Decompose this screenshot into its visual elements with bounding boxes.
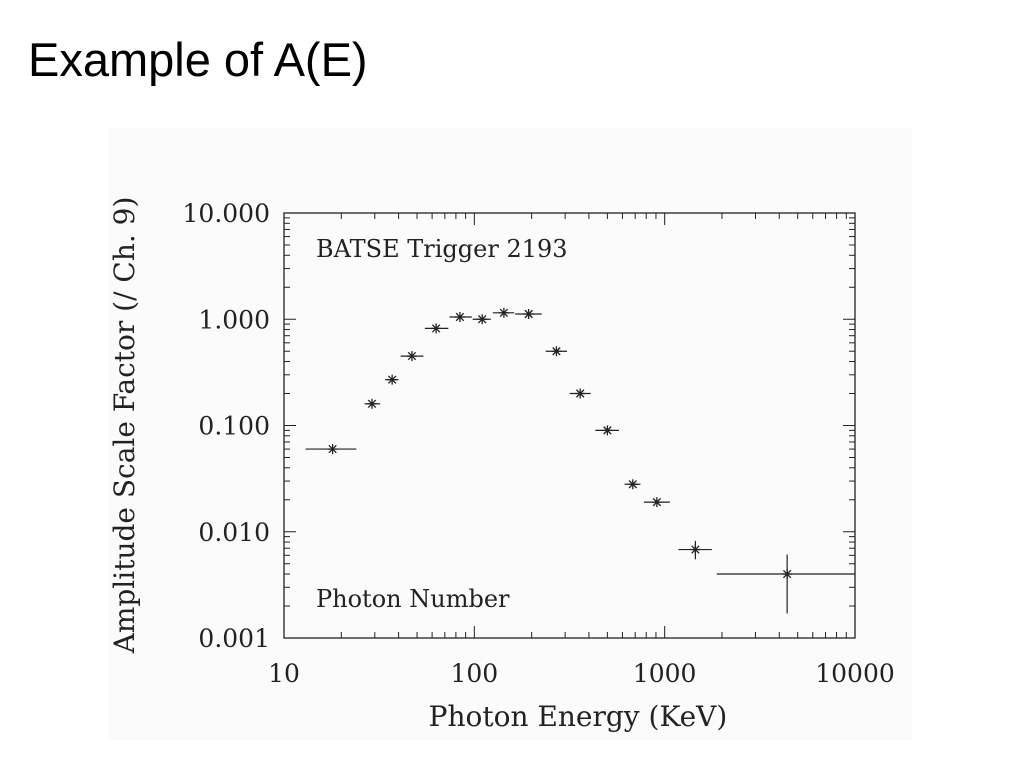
data-point-marker [690,544,701,555]
data-point-marker [602,425,613,436]
y-tick-label: 0.001 [198,624,270,653]
x-tick-label: 1000 [633,659,697,688]
marker-stroke [782,569,792,579]
marker-stroke [328,444,337,454]
annotation-trigger: BATSE Trigger 2193 [316,235,568,263]
x-tick-label: 10000 [815,659,895,688]
marker-stroke [407,351,417,361]
data-point-marker [651,497,662,508]
marker-stroke [387,375,397,384]
x-tick-label: 100 [450,659,498,688]
annotation-photon-number: Photon Number [316,585,510,613]
marker-stroke [455,312,465,322]
y-tick-label: 10.000 [183,199,270,228]
plot-frame [283,212,856,639]
data-point-marker [782,569,793,580]
data-point-marker [551,346,562,357]
marker-stroke [367,399,377,409]
y-tick-label: 1.000 [198,305,270,334]
marker-stroke [431,324,441,333]
y-tick-label: 0.010 [198,518,270,547]
marker-stroke [552,347,561,356]
marker-stroke [691,545,700,554]
y-tick-label: 0.100 [198,412,270,441]
data-point-marker [477,314,488,325]
marker-stroke [576,389,585,398]
marker-stroke [652,497,662,507]
marker-stroke [524,309,533,319]
data-point-marker [327,444,338,455]
data-point-marker [627,479,638,490]
marker-stroke [628,480,637,489]
data-point-marker [575,388,586,399]
data-point-marker [406,351,417,362]
marker-stroke [478,315,487,324]
figure-panel: 0.001 0.010 0.100 1.000 10.000 10 100 1000 10000… [108,128,912,740]
y-axis-label: Amplitude Scale Factor (/ Ch. 9) [108,197,141,655]
x-axis-label: Photon Energy (KeV) [429,700,728,733]
slide-title: Example of A(E) [28,33,368,86]
data-point-marker [367,398,378,409]
chart-marks: 0.001 0.010 0.100 1.000 10.000 10 100 1000 10000 [183,199,895,688]
amplitude-scale-factor-chart: 0.001 0.010 0.100 1.000 10.000 10 100 1000 10000… [108,197,895,733]
data-point-marker [387,374,398,385]
data-point-marker [431,323,442,334]
marker-stroke [499,308,509,318]
data-point-marker [498,307,509,318]
data-point-marker [523,309,534,320]
marker-stroke [603,426,612,435]
x-tick-label: 10 [268,659,300,688]
data-point-marker [454,311,465,322]
